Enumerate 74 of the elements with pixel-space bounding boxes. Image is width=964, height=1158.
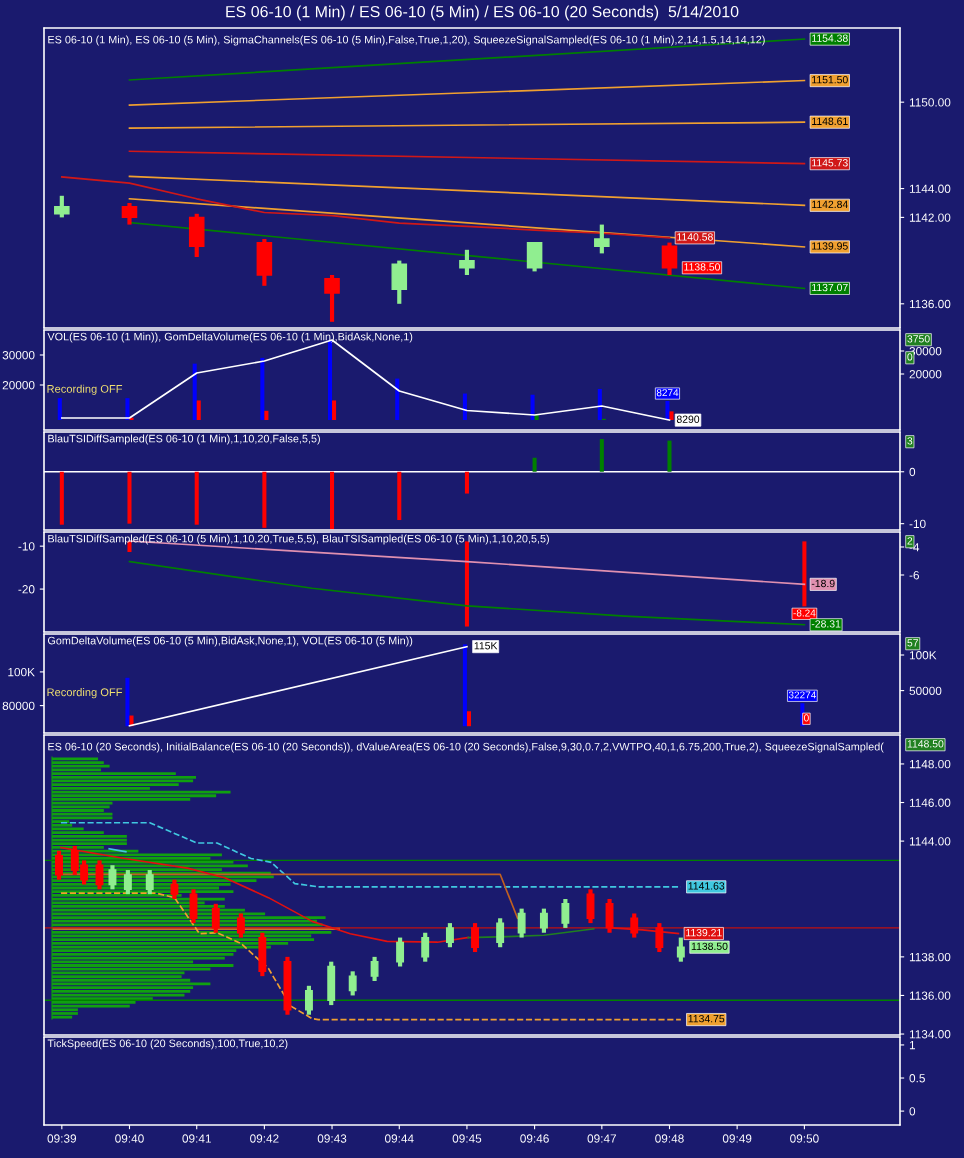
data-label: 1141.63 [688,882,725,890]
data-label: 1140.58 [677,233,713,241]
y2-tick-label: 50000 [909,686,942,695]
y2-tick-label: 0 [909,467,916,477]
y2-tick-label: -6 [909,571,920,580]
y-tick-label: 30000 [2,351,35,360]
data-label: 8274 [656,389,679,397]
annotation: Recording OFF [47,384,123,395]
x-tick-label: 09:42 [250,1134,279,1143]
data-label: 32274 [788,691,816,699]
chart-title: ES 06-10 (1 Min) / ES 06-10 (5 Min) / ES 06-10 (20 Seconds) 5/14/2010 [226,5,739,21]
data-label: 1134.75 [688,1014,725,1023]
data-label: 1137.07 [812,283,848,292]
x-tick-label: 09:43 [317,1134,347,1143]
y2-tick-label: 1136.00 [909,299,951,309]
text: ES 06-10 (20 Seconds), InitialBalance(ES 06-10 (20 Seconds)), dValueArea(ES 06-10 (20 Seconds),False,9,30,0.7,2,VWTPO,40,1,6.75,200,True,2), SqueezeSignalSampled( [48,742,884,753]
y2-tick-label: 1 [909,1041,916,1050]
data-label: -18.9 [811,579,835,588]
y2-tick-label: 1136.00 [909,991,951,1000]
y2-tick-label: -4 [909,543,920,552]
chart-subtitle: BlauTSIDiffSampled(ES 06-10 (1 Min),1,10,20,False,5,5) [48,434,320,445]
x-tick-label: 09:48 [655,1134,684,1143]
data-label: 8290 [676,415,700,423]
text: 2 [907,537,913,545]
text: 1138.50 [684,263,720,271]
x-tick-label: 09:40 [115,1134,144,1143]
annotation: Recording OFF [47,687,123,699]
y-tick-label: 80000 [2,701,35,710]
data-label: 1145.73 [812,159,848,167]
y2-tick-label: 1144.00 [909,837,951,846]
text: 57 [907,639,919,647]
y-tick-label: -20 [18,585,35,594]
x-tick-label: 09:46 [520,1134,549,1143]
chart-subtitle: VOL(ES 06-10 (1 Min)), GomDeltaVolume(ES 06-10 (1 Min),BidAsk,None,1) [47,332,413,343]
x-tick-label: 09:41 [182,1134,211,1143]
y2-tick-label: 0.5 [909,1074,925,1083]
y2-tick-label: 1142.00 [909,213,951,222]
text: 1148.50 [907,740,944,748]
data-label: 1139.21 [686,928,722,937]
y-tick-label: 20000 [2,381,35,390]
x-tick-label: 09:39 [47,1134,77,1143]
text: ES 06-10 (1 Min), ES 06-10 (5 Min), SigmaChannels(ES 06-10 (5 Min),False,True,1,20), SqueezeSignalSampled(ES 06-10 (1 Min),2,14,1.5,14,14,12) [48,35,765,46]
y2-tick-label: 1150.00 [909,98,951,107]
y2-tick-label: 1134.00 [909,1030,951,1039]
data-label: -28.31 [811,620,841,628]
text: 1138.50 [691,942,728,951]
x-tick-label: 09:50 [790,1134,819,1143]
y2-tick-label: 1146.00 [909,798,951,807]
y2-tick-label: 1148.00 [909,759,951,769]
chart-subtitle: BlauTSIDiffSampled(ES 06-10 (5 Min),1,10,20,True,5,5), BlauTSISampled(ES 06-10 (5 Min),1,10,20,5,5) [48,534,549,545]
chart-subtitle: GomDeltaVolume(ES 06-10 (5 Min),BidAsk,None,1), VOL(ES 06-10 (5 Min)) [47,636,413,647]
data-label: 1148.61 [812,117,848,125]
y-tick-label: 100K [8,667,35,677]
data-label: 0 [804,714,809,722]
data-label: 1142.84 [812,200,848,209]
x-tick-label: 09:45 [452,1134,482,1143]
y2-tick-label: 1144.00 [909,184,951,193]
text: 3 [907,437,913,445]
chart-subtitle: TickSpeed(ES 06-10 (20 Seconds),100,True,10,2) [47,1039,288,1050]
y2-tick-label: 20000 [909,370,942,379]
x-tick-label: 09:47 [587,1134,617,1143]
data-label: 1139.95 [812,242,848,250]
y2-tick-label: 0 [909,1107,916,1116]
text: 3750 [907,335,930,343]
data-label: 1154.38 [812,34,848,42]
y2-tick-label: -10 [909,519,926,529]
data-label: 1151.50 [812,75,848,84]
data-label: 115K [474,642,498,650]
y-tick-label: -10 [18,542,35,551]
x-tick-label: 09:44 [384,1134,414,1143]
x-tick-label: 09:49 [722,1134,752,1143]
y2-tick-label: 100K [909,651,937,660]
data-label: -8.24 [793,609,816,617]
y2-tick-label: 1138.00 [909,952,951,962]
